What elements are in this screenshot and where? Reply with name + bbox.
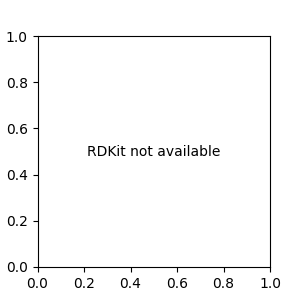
Text: RDKit not available: RDKit not available: [87, 145, 220, 158]
